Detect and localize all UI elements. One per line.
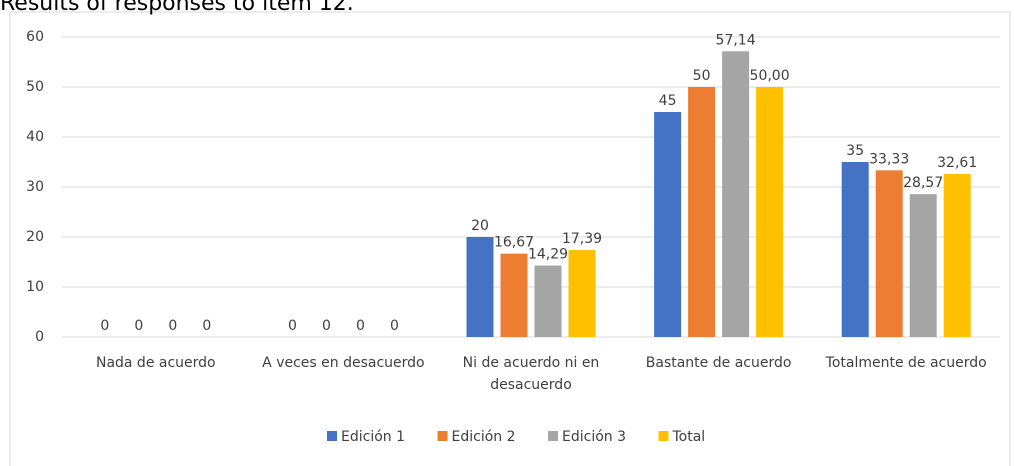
bar xyxy=(568,250,596,337)
data-label: 45 xyxy=(659,93,677,109)
data-label: 14,29 xyxy=(528,247,568,263)
data-label: 33,33 xyxy=(869,151,909,167)
legend-label: Edición 3 xyxy=(562,429,626,445)
bar xyxy=(654,112,682,337)
bar xyxy=(466,237,494,337)
y-tick-label: 40 xyxy=(26,129,44,145)
data-label: 17,39 xyxy=(562,231,602,247)
data-label: 0 xyxy=(356,318,365,334)
data-label: 50,00 xyxy=(750,68,790,84)
y-tick-label: 20 xyxy=(26,229,44,245)
data-label: 50 xyxy=(693,68,711,84)
x-tick-label: Ni de acuerdo ni en desacuerdo xyxy=(462,355,600,393)
data-label: 0 xyxy=(202,318,211,334)
y-tick-label: 10 xyxy=(26,279,44,295)
chart-border xyxy=(9,11,1011,466)
data-label: 0 xyxy=(168,318,177,334)
data-label: 0 xyxy=(134,318,143,334)
data-label: 0 xyxy=(390,318,399,334)
bar xyxy=(756,87,784,337)
legend-swatch xyxy=(327,431,337,441)
legend-swatch xyxy=(548,431,558,441)
data-label: 35 xyxy=(846,143,864,159)
data-label: 0 xyxy=(322,318,331,334)
bar xyxy=(943,173,971,337)
y-tick-label: 50 xyxy=(26,79,44,95)
data-label: 20 xyxy=(471,218,489,234)
data-label: 28,57 xyxy=(903,175,943,191)
y-tick-label: 0 xyxy=(35,329,44,345)
y-tick-label: 30 xyxy=(26,179,44,195)
legend-label: Total xyxy=(672,429,706,445)
legend-swatch xyxy=(437,431,448,441)
bar xyxy=(722,51,750,338)
bar xyxy=(841,162,869,337)
bar xyxy=(688,87,716,337)
legend-label: Edición 1 xyxy=(341,429,405,445)
x-tick-label: Totalmente de acuerdo xyxy=(825,355,987,371)
data-label: 0 xyxy=(100,318,109,334)
bar xyxy=(875,170,903,337)
data-label: 32,61 xyxy=(937,155,977,171)
x-tick-label: A veces en desacuerdo xyxy=(262,355,425,371)
legend-swatch xyxy=(658,431,669,441)
legend-label: Edición 2 xyxy=(452,429,516,445)
bar xyxy=(534,265,562,337)
x-tick-label: Bastante de acuerdo xyxy=(645,355,792,371)
data-label: 57,14 xyxy=(716,32,756,48)
data-label: 0 xyxy=(288,318,297,334)
bar xyxy=(909,194,937,337)
y-tick-label: 60 xyxy=(26,29,44,45)
chart-title: Results of responses to item 12. xyxy=(0,0,354,16)
data-label: 16,67 xyxy=(494,235,534,251)
x-tick-label: Nada de acuerdo xyxy=(95,355,216,371)
bar xyxy=(500,253,528,337)
